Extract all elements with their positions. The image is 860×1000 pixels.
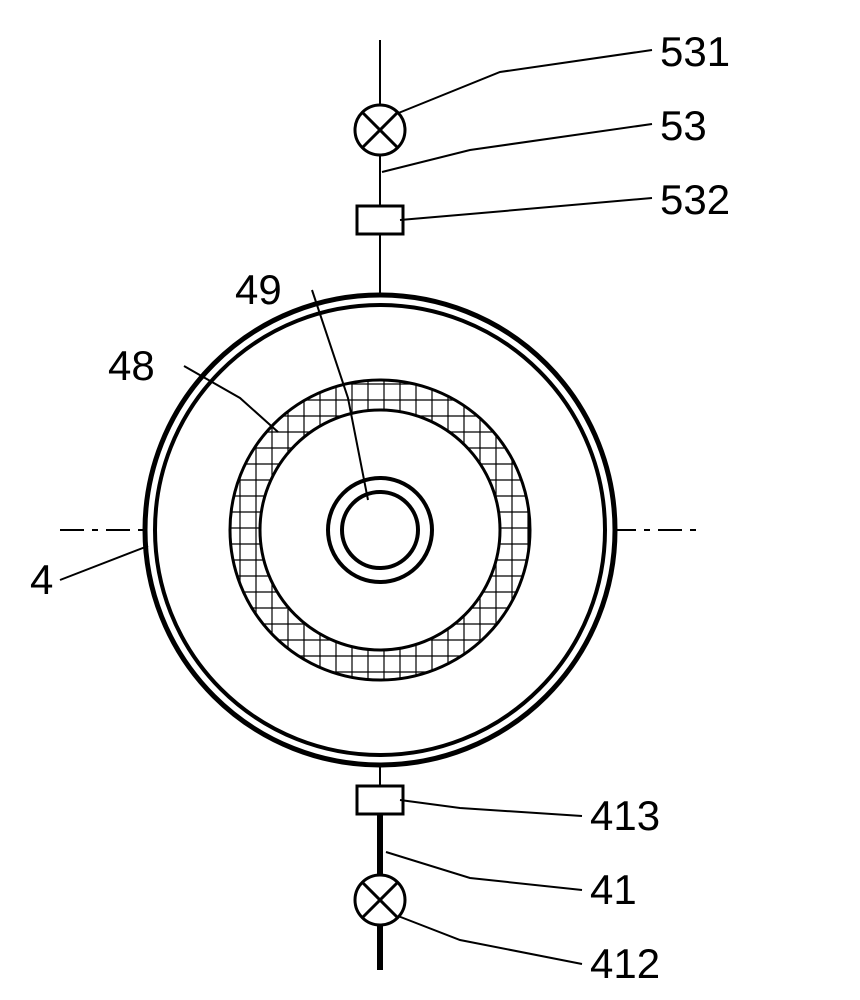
label-532: 532 — [660, 176, 730, 224]
label-53: 53 — [660, 102, 707, 150]
label-412: 412 — [590, 940, 660, 988]
label-531: 531 — [660, 28, 730, 76]
label-41: 41 — [590, 866, 637, 914]
diagram-svg — [0, 0, 860, 1000]
label-4: 4 — [30, 556, 53, 604]
label-413: 413 — [590, 792, 660, 840]
label-49: 49 — [235, 266, 282, 314]
label-48: 48 — [108, 342, 155, 390]
diagram-container: 531 53 532 49 48 4 413 41 412 — [0, 0, 860, 1000]
